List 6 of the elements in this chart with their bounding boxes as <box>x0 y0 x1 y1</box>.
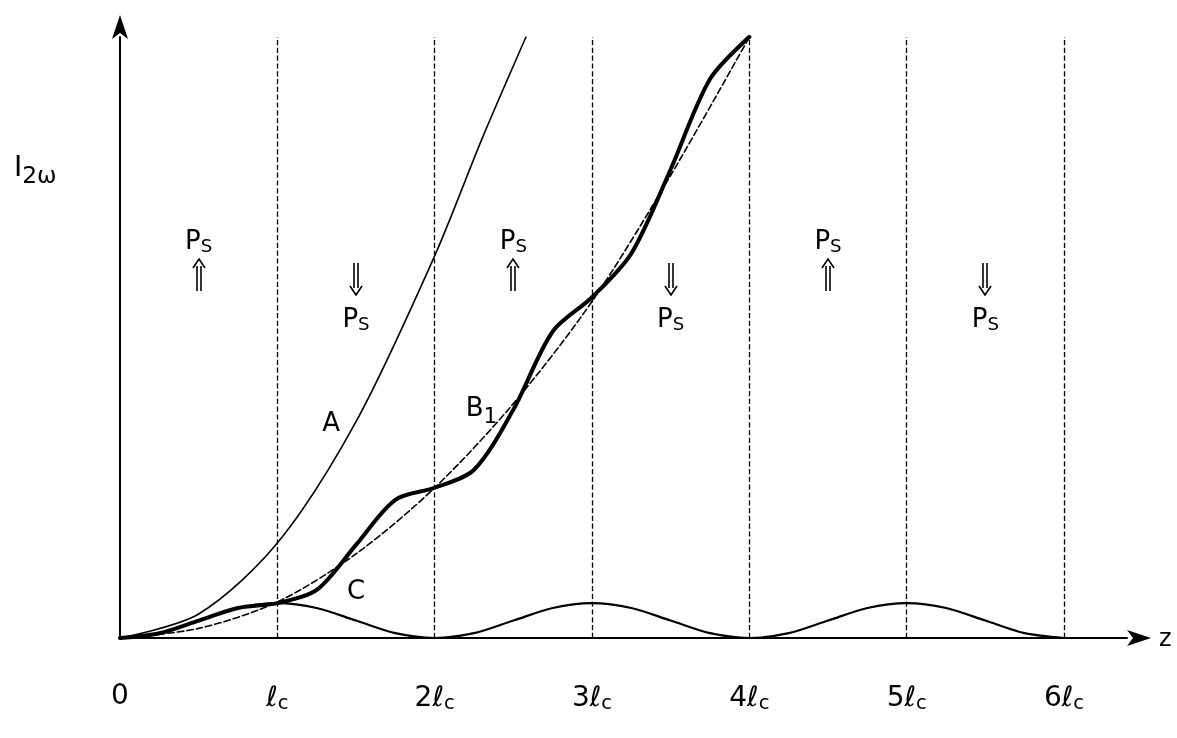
x-axis-title: z <box>1159 624 1172 652</box>
x-tick-label: 0 <box>111 677 129 711</box>
series-label: C <box>346 574 366 605</box>
series-label: A <box>322 406 341 437</box>
y-axis-title: I$_{2ω}$ <box>14 150 57 189</box>
series-label: B$_{1}$ <box>465 392 498 428</box>
